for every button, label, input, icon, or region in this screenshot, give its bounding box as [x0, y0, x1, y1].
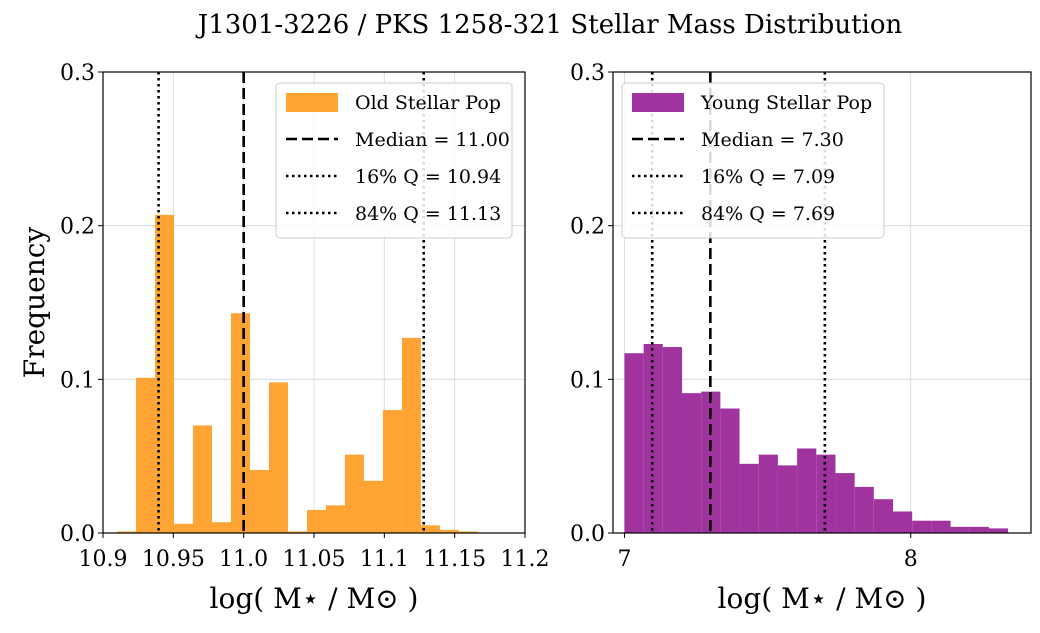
left-histogram-bar-14	[382, 410, 402, 533]
right-histogram-bar-12	[854, 486, 874, 533]
left-histogram-bar-17	[439, 529, 459, 533]
left-histogram-bar-9	[287, 531, 307, 533]
left-histogram-bar-0	[117, 531, 137, 533]
left-y-axis-label: Frequency	[18, 227, 51, 379]
left-xtick-label-5: 11.15	[423, 547, 486, 572]
right-ytick-label-3: 0.3	[570, 61, 605, 86]
right-histogram-bar-17	[950, 526, 970, 533]
left-histogram-bar-12	[344, 454, 364, 533]
right-histogram-bar-8	[777, 465, 798, 533]
left-xtick-label-4: 11.1	[360, 547, 409, 572]
left-histogram-bar-8	[268, 382, 288, 533]
right-legend-label-line-2: 84% Q = 7.69	[701, 203, 835, 225]
left-histogram-bar-13	[363, 480, 383, 533]
left-xtick-label-1: 10.95	[142, 547, 205, 572]
left-xtick-label-3: 11.05	[283, 547, 346, 572]
left-ytick-label-2: 0.2	[60, 215, 95, 240]
right-xtick-label-1: 8	[904, 547, 918, 572]
right-histogram-bar-3	[681, 393, 702, 533]
left-histogram-bar-18	[458, 531, 478, 533]
right-axes-frame	[612, 71, 1032, 534]
right-legend-swatch	[632, 93, 684, 112]
left-legend: Old Stellar Pop Median = 11.00 16% Q = 10.…	[275, 82, 513, 239]
right-xtick-label-0: 7	[617, 547, 631, 572]
left-histogram-bar-11	[325, 505, 345, 533]
right-ytick-label-1: 0.1	[570, 368, 605, 393]
left-xtick-label-6: 11.2	[501, 547, 550, 572]
right-histogram-bar-9	[797, 448, 817, 533]
left-histogram-bar-15	[401, 337, 421, 533]
right-x-axis-label: log( M⋆ / M⊙ )	[718, 582, 927, 615]
left-histogram-bar-3	[174, 523, 194, 533]
right-ytick-label-0: 0.0	[570, 522, 605, 547]
right-legend-label-line-0: Median = 7.30	[701, 129, 844, 151]
right-legend-label-series-0: Young Stellar Pop	[700, 92, 872, 114]
right-legend-box	[621, 82, 885, 239]
left-legend-swatch	[286, 93, 338, 112]
right-histogram-bar-18	[969, 526, 989, 533]
right-histogram-bar-6	[739, 463, 759, 533]
right-histogram-bar-19	[988, 528, 1009, 533]
right-histogram-bar-0	[624, 353, 644, 533]
left-legend-label-line-2: 84% Q = 11.13	[355, 203, 501, 225]
right-histogram-bar-2	[662, 347, 682, 533]
left-legend-label-series-0: Old Stellar Pop	[355, 92, 501, 114]
left-ytick-label-0: 0.0	[60, 522, 95, 547]
left-ytick-label-1: 0.1	[60, 368, 95, 393]
left-xtick-label-0: 10.9	[79, 547, 128, 572]
right-histogram-bar-14	[893, 511, 913, 533]
left-histogram-bar-4	[193, 425, 213, 533]
right-legend-label-line-1: 16% Q = 7.09	[701, 166, 835, 188]
right-histogram-bar-11	[835, 473, 855, 533]
left-histogram-bar-16	[420, 525, 440, 533]
left-ytick-label-3: 0.3	[60, 61, 95, 86]
left-legend-label-line-0: Median = 11.00	[355, 129, 510, 151]
left-histogram-bar-5	[212, 522, 232, 533]
right-histogram-bar-13	[873, 499, 894, 533]
left-histogram-bar-6	[231, 313, 250, 533]
right-histogram-bar-7	[758, 454, 778, 533]
left-histogram-bar-7	[249, 469, 269, 533]
left-xtick-label-2: 11.0	[219, 547, 268, 572]
right-legend: Young Stellar Pop Median = 7.30 16% Q = 7.…	[621, 82, 885, 239]
figure-title: J1301-3226 / PKS 1258-321 Stellar Mass D…	[195, 10, 903, 40]
left-histogram-bar-10	[306, 509, 326, 533]
left-histogram-bar-1	[136, 377, 156, 533]
right-histogram-bar-16	[931, 520, 951, 533]
right-histogram-bar-15	[912, 520, 932, 533]
right-ytick-label-2: 0.2	[570, 215, 605, 240]
left-x-axis-label: log( M⋆ / M⊙ )	[210, 582, 419, 615]
left-histogram-panel: 10.9 10.95 11.0 11.05 11.1 11.15 11.2 0.0 0.1 0.2…	[18, 61, 549, 615]
right-histogram-bar-5	[720, 408, 740, 533]
left-legend-label-line-1: 16% Q = 10.94	[355, 166, 501, 188]
left-legend-box	[275, 82, 513, 239]
right-histogram-panel: 7 8 0.0 0.1 0.2 0.3 log( M⋆ / M⊙ ) Young Stella…	[570, 61, 1032, 615]
